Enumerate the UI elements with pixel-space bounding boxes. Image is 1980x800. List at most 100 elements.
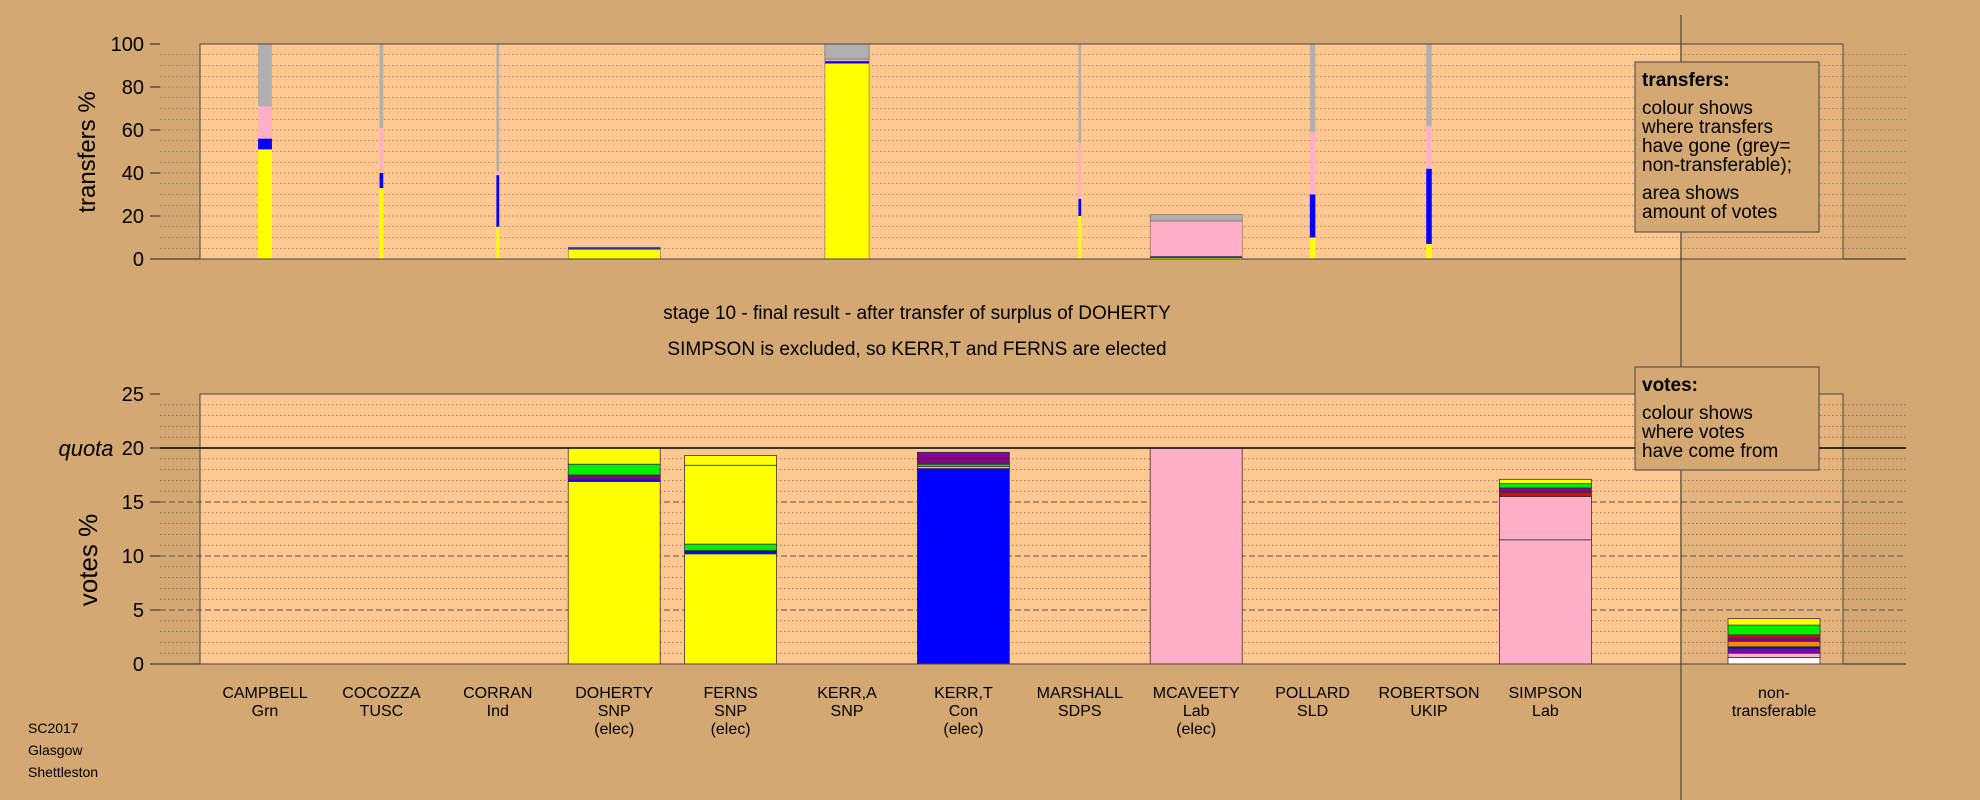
transfers-bar-segment (496, 226, 500, 259)
candidate-label-line: FERNS (703, 685, 757, 702)
transfers-tick-label: 40 (122, 163, 144, 185)
candidate-label-line: (elec) (943, 721, 983, 738)
footer-ward: Shettleston (28, 764, 98, 780)
transfers-plot-frame (199, 43, 1844, 260)
transfers-bar-segment (567, 249, 661, 260)
candidate-label-line: DOHERTY (575, 685, 653, 702)
votes-y-ticks: 0 5 10 15 20 25 (122, 384, 160, 676)
votes-legend-line: where votes (1641, 422, 1744, 443)
transfers-tick-label: 20 (122, 206, 144, 228)
votes-bar-segment (684, 455, 777, 466)
votes-legend: votes: colour shows where votes have com… (1634, 366, 1820, 471)
votes-bar-segment (1499, 539, 1592, 665)
votes-tick-label: 10 (122, 546, 144, 568)
candidate-label-line: Grn (252, 703, 279, 720)
votes-bar-segment (567, 475, 661, 480)
transfers-bar-segment (1078, 142, 1082, 199)
transfers-bar-segment (1309, 44, 1316, 133)
votes-tick-label: 5 (133, 600, 144, 622)
candidate-label-line: SDPS (1058, 703, 1102, 720)
votes-tick-label: 25 (122, 384, 144, 406)
votes-legend-line: colour shows (1642, 403, 1753, 424)
votes-bar-segment (567, 481, 661, 665)
votes-legend-box (1634, 366, 1820, 471)
candidate-label-line: MARSHALL (1037, 685, 1123, 702)
chart-title-line2: SIMPSON is excluded, so KERR,T and FERNS… (667, 339, 1166, 360)
votes-legend-line: have come from (1642, 441, 1778, 462)
votes-bar-segment (1727, 634, 1821, 639)
transfers-tick-label: 60 (122, 120, 144, 142)
votes-bar-segment (684, 543, 777, 551)
transfers-bar-segment (824, 43, 870, 60)
transfers-bar-segment (379, 127, 384, 173)
transfers-legend-line: non-transferable); (1642, 155, 1792, 176)
votes-bar-segment (1149, 447, 1243, 665)
votes-bar-segment (1727, 652, 1821, 658)
candidate-label-line: MCAVEETY (1153, 685, 1240, 702)
transfers-legend-line: area shows (1642, 183, 1739, 204)
votes-plot-area (200, 394, 1843, 664)
transfers-legend-heading: transfers: (1642, 70, 1730, 91)
votes-bar-segment (684, 464, 777, 545)
votes-bar-segment (684, 550, 777, 555)
candidate-label-line: non- (1758, 685, 1790, 702)
candidate-label-line: transferable (1732, 703, 1817, 720)
transfers-y-axis-label: transfers % (74, 91, 101, 212)
transfers-tick-label: 100 (111, 34, 144, 56)
candidate-label-line: SIMPSON (1509, 685, 1583, 702)
transfers-bar-segment (379, 173, 384, 189)
candidate-label-line: CORRAN (463, 685, 532, 702)
candidate-label-line: Ind (487, 703, 509, 720)
votes-y-axis-label: votes % (73, 514, 103, 607)
candidate-label-line: UKIP (1410, 703, 1447, 720)
votes-tick-label: 15 (122, 492, 144, 514)
candidate-label-line: COCOZZA (342, 685, 421, 702)
votes-bar-segment (1727, 624, 1821, 636)
transfers-legend-box (1634, 61, 1820, 233)
transfers-bar-segment (1309, 132, 1316, 195)
votes-bar-segment (1499, 496, 1592, 541)
transfers-bar-segment (258, 138, 272, 150)
transfers-legend-line: colour shows (1642, 98, 1753, 119)
votes-bar-segment (917, 451, 1010, 459)
candidate-label-line: Con (949, 703, 978, 720)
candidate-label-line: POLLARD (1275, 685, 1350, 702)
transfers-legend-line: have gone (grey= (1642, 136, 1790, 157)
footer-council: Glasgow (28, 742, 83, 758)
votes-bar-segment (1499, 491, 1592, 497)
votes-legend-heading: votes: (1642, 375, 1698, 396)
transfers-bar-segment (379, 44, 384, 128)
candidate-label-line: TUSC (360, 703, 404, 720)
candidate-label-line: (elec) (594, 721, 634, 738)
chart-title-line1: stage 10 - final result - after transfer… (663, 303, 1171, 324)
candidate-label-line: CAMPBELL (222, 685, 307, 702)
transfers-legend-line: where transfers (1641, 117, 1773, 138)
transfers-bar-segment (496, 44, 500, 171)
votes-bar-segment (1727, 640, 1821, 648)
quota-label: quota (58, 436, 113, 461)
transfers-bar-segment (1426, 44, 1432, 126)
candidate-label-line: KERR,T (934, 685, 993, 702)
votes-bar-segment (1499, 483, 1592, 489)
transfers-bar-segment (1309, 237, 1316, 259)
votes-bar-segment (1727, 648, 1821, 654)
transfers-bar-segment (258, 44, 272, 107)
transfers-bar-segment (496, 175, 500, 227)
transfers-bar-segment (496, 170, 500, 176)
transfers-bar-segment (379, 188, 384, 259)
transfers-bar-segment (1078, 44, 1082, 143)
votes-bar-segment (1499, 487, 1592, 493)
votes-bar-segment (1727, 618, 1821, 626)
transfers-bar-segment (1149, 220, 1243, 257)
votes-tick-label: 20 (122, 438, 144, 460)
transfers-bar-segment (824, 58, 870, 62)
votes-bar-segment (567, 463, 661, 476)
votes-bar-segment (1499, 478, 1592, 485)
votes-bar-segment (917, 457, 1010, 464)
transfers-bar-segment (824, 60, 870, 64)
candidate-label-line: SNP (714, 703, 747, 720)
candidate-label-line: SNP (831, 703, 864, 720)
votes-bar-segment (1727, 657, 1821, 665)
